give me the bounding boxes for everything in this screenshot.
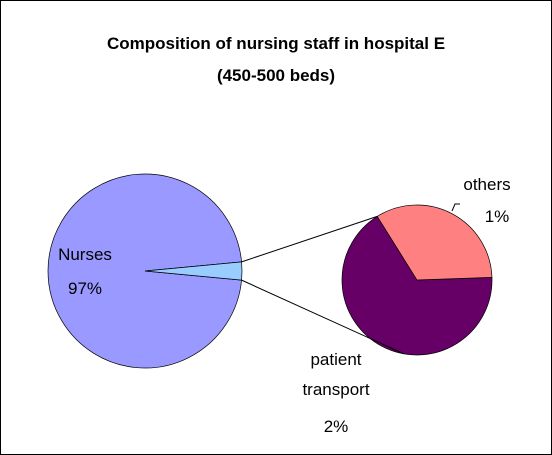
slice-label: others: [463, 175, 511, 194]
slice-value-label: 97%: [67, 279, 103, 298]
pie-slice: [47, 173, 242, 369]
pie-slice: [341, 215, 493, 356]
slice-label: Nurses: [58, 245, 112, 264]
slice-value-label: 2%: [323, 417, 349, 436]
connector-line: [241, 215, 378, 263]
leader-line: [451, 203, 460, 212]
pie-slice: [376, 204, 493, 281]
slice-value-label: 1%: [484, 207, 510, 226]
connector-line: [241, 279, 405, 355]
slice-label: patient transport: [302, 350, 370, 399]
chart-title: Composition of nursing staff in hospital…: [106, 34, 446, 85]
pie-slice: [144, 261, 243, 281]
